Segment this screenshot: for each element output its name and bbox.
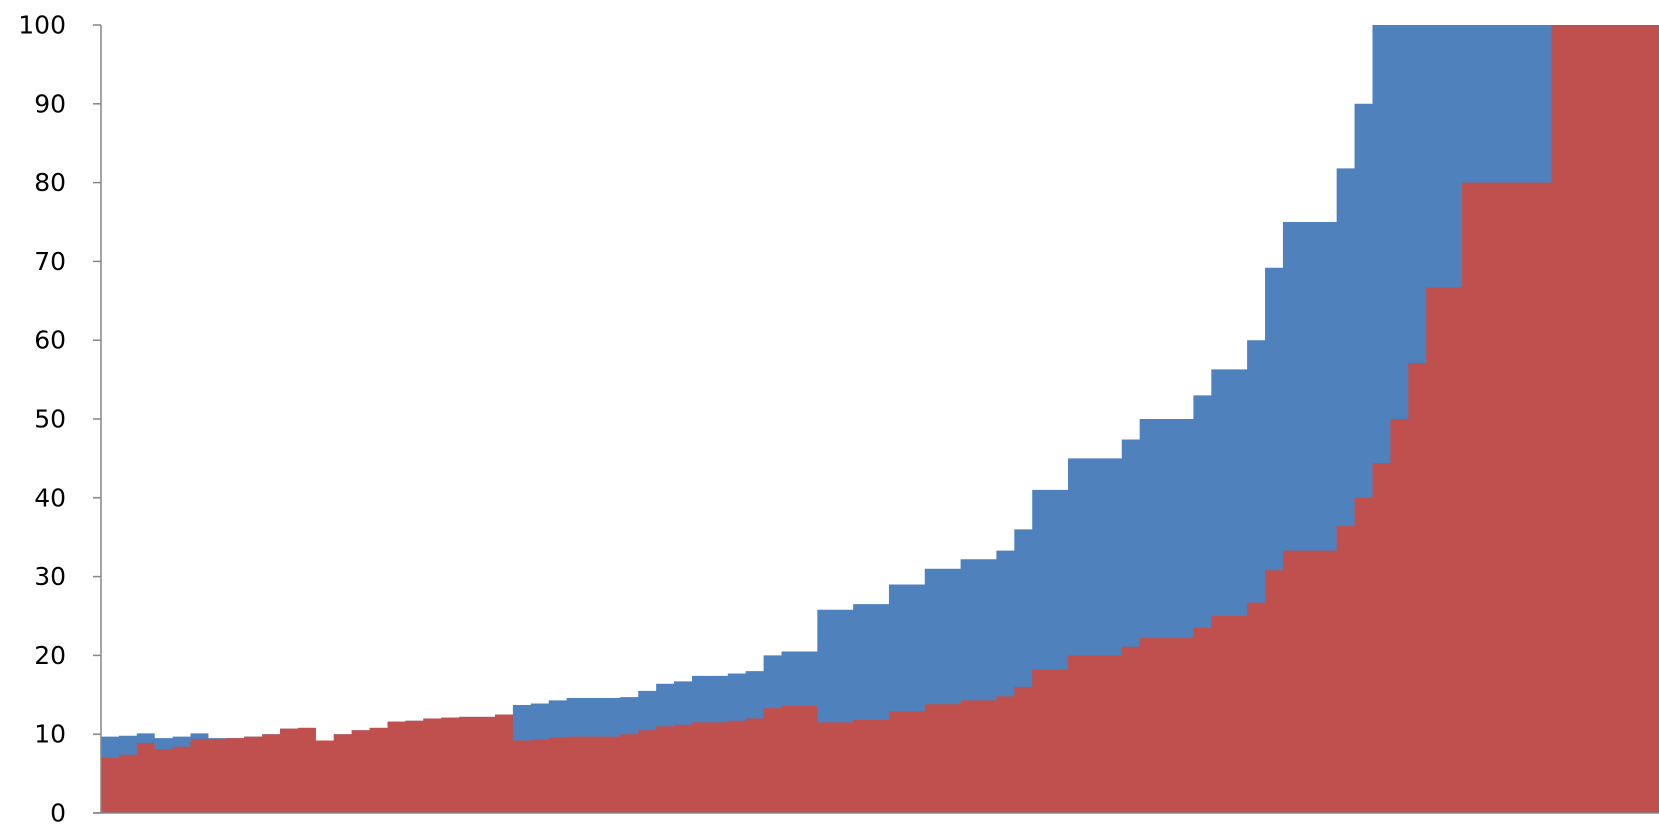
y-tick-label: 20 [34, 641, 66, 670]
y-tick-label: 80 [34, 168, 66, 197]
y-tick-label: 70 [34, 247, 66, 276]
y-tick-label: 50 [34, 405, 66, 434]
y-tick-label: 40 [34, 483, 66, 512]
y-tick-label: 10 [34, 720, 66, 749]
y-tick-label: 0 [50, 799, 66, 827]
lower-series-area [101, 25, 1659, 813]
y-tick-label: 90 [34, 89, 66, 118]
y-tick-label: 30 [34, 562, 66, 591]
y-tick-label: 100 [18, 11, 66, 40]
y-axis: 0 10 20 30 40 50 60 70 80 90 100 [18, 11, 1659, 828]
series-layer [101, 25, 1659, 813]
y-tick-label: 60 [34, 326, 66, 355]
